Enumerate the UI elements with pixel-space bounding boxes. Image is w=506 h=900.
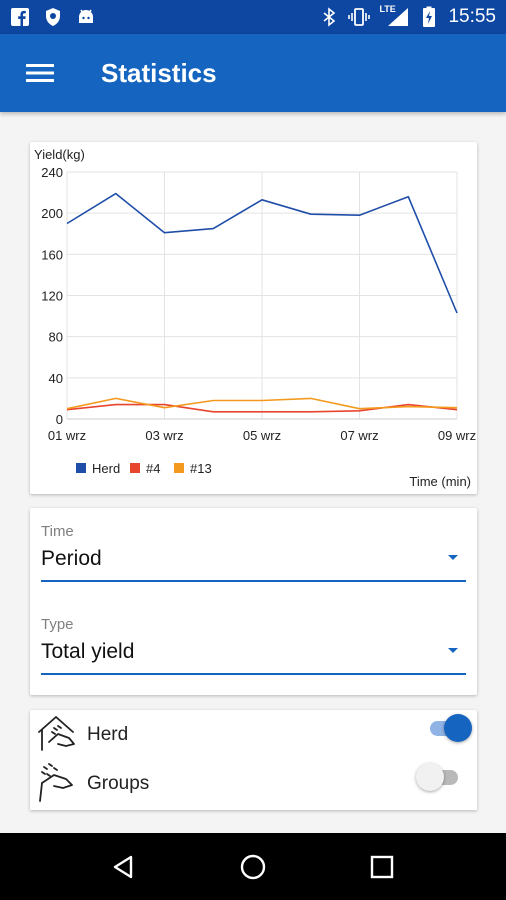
herd-toggle[interactable] bbox=[426, 714, 472, 742]
bluetooth-icon bbox=[322, 7, 336, 27]
home-icon[interactable] bbox=[223, 837, 283, 897]
dropdown-arrow-icon bbox=[448, 648, 458, 653]
legend-swatch bbox=[174, 463, 184, 473]
android-icon bbox=[76, 7, 96, 27]
x-tick-label: 05 wrz bbox=[243, 428, 281, 443]
shield-icon bbox=[44, 7, 62, 27]
herd-hand-icon bbox=[36, 712, 80, 756]
time-label: Time bbox=[41, 523, 74, 540]
back-icon[interactable] bbox=[94, 837, 154, 897]
field-underline bbox=[41, 580, 466, 582]
series-line-herd bbox=[66, 192, 458, 314]
recents-icon[interactable] bbox=[352, 837, 412, 897]
filter-label-groups: Groups bbox=[87, 773, 150, 794]
filters-card: Herd Groups bbox=[30, 710, 477, 810]
status-bar: LTE 15:55 bbox=[0, 0, 506, 34]
y-tick-label: 80 bbox=[49, 330, 63, 345]
y-tick-label: 0 bbox=[56, 412, 63, 427]
navigation-bar bbox=[0, 833, 506, 900]
legend-label: #4 bbox=[146, 461, 160, 476]
series-line-cow-13 bbox=[66, 397, 458, 410]
hamburger-menu-icon[interactable] bbox=[0, 34, 80, 112]
dropdown-arrow-icon bbox=[448, 555, 458, 560]
x-tick-label: 03 wrz bbox=[145, 428, 183, 443]
y-tick-label: 240 bbox=[41, 165, 63, 180]
legend-label: Herd bbox=[92, 461, 120, 476]
y-axis-label: Yield(kg) bbox=[34, 147, 85, 162]
filter-label-herd: Herd bbox=[87, 724, 129, 745]
network-type-label: LTE bbox=[379, 4, 396, 14]
filter-row-herd: Herd bbox=[30, 710, 477, 758]
x-axis-label: Time (min) bbox=[409, 474, 471, 489]
clock: 15:55 bbox=[448, 6, 496, 27]
x-tick-label: 09 wrz bbox=[438, 428, 476, 443]
app-bar: Statistics bbox=[0, 34, 506, 112]
y-tick-label: 40 bbox=[49, 371, 63, 386]
field-underline bbox=[41, 673, 466, 675]
time-dropdown[interactable]: Time Period bbox=[41, 523, 466, 582]
time-value: Period bbox=[41, 547, 102, 570]
legend-swatch bbox=[76, 463, 86, 473]
facebook-icon bbox=[10, 7, 30, 27]
legend-swatch bbox=[130, 463, 140, 473]
x-tick-label: 01 wrz bbox=[48, 428, 86, 443]
type-dropdown[interactable]: Type Total yield bbox=[41, 616, 466, 675]
page-title: Statistics bbox=[101, 57, 217, 88]
x-tick-label: 07 wrz bbox=[340, 428, 378, 443]
yield-line-chart: 0 40 80 120 160 200 240 01 wrz 03 wrz 05 wrz 07 w… bbox=[34, 147, 476, 489]
y-tick-label: 160 bbox=[41, 247, 63, 262]
legend-label: #13 bbox=[190, 461, 212, 476]
settings-card: Time Period Type Total yield bbox=[30, 508, 477, 695]
groups-hand-icon bbox=[36, 761, 80, 805]
type-value: Total yield bbox=[41, 640, 135, 663]
y-tick-label: 200 bbox=[41, 206, 63, 221]
y-tick-label: 120 bbox=[41, 289, 63, 304]
signal-icon: LTE bbox=[379, 4, 410, 28]
filter-row-groups: Groups bbox=[30, 759, 477, 807]
battery-icon bbox=[422, 6, 436, 28]
chart-card: 0 40 80 120 160 200 240 01 wrz 03 wrz 05 wrz 07 w… bbox=[30, 142, 477, 494]
type-label: Type bbox=[41, 616, 74, 633]
vibrate-icon bbox=[348, 7, 371, 27]
groups-toggle[interactable] bbox=[416, 763, 462, 791]
